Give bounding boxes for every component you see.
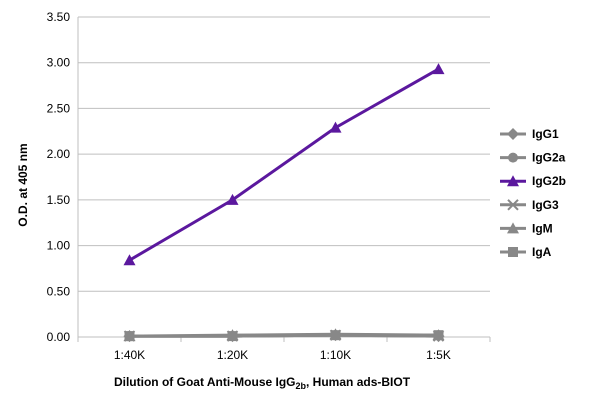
x-axis-title-main: Dilution of Goat Anti-Mouse IgG — [114, 375, 296, 389]
series-igg2b — [123, 63, 445, 266]
y-tick-label: 2.00 — [47, 147, 71, 161]
data-point-iga — [124, 331, 135, 342]
y-tick-label: 1.50 — [47, 193, 71, 207]
legend-label: IgG1 — [532, 127, 559, 141]
x-tick-label: 1:20K — [217, 348, 248, 362]
legend-marker — [507, 175, 519, 187]
x-tick-label: 1:40K — [114, 348, 145, 362]
legend-item-igg2a: IgG2a — [500, 151, 566, 165]
series-line-iga — [129, 333, 439, 338]
data-point-igg2b — [432, 63, 445, 75]
y-tick-label: 1.00 — [47, 239, 71, 253]
y-axis-title: O.D. at 405 nm — [16, 143, 30, 226]
legend-label: IgG2a — [532, 151, 566, 165]
x-tick-label: 1:10K — [320, 348, 351, 362]
x-axis: 1:40K 1:20K 1:10K 1:5K — [77, 336, 491, 362]
x-axis-title-end: , Human ads-BIOT — [306, 375, 411, 389]
data-point-igg2b — [123, 254, 136, 266]
y-tick-label: 2.50 — [47, 101, 71, 115]
x-axis-title-subscript: 2b — [296, 381, 307, 391]
legend-label: IgA — [532, 245, 552, 259]
series-group — [123, 63, 445, 343]
data-point-igg2b — [226, 193, 239, 205]
marker-stroke — [507, 199, 519, 211]
legend-marker — [507, 128, 519, 140]
legend-marker — [507, 199, 519, 211]
legend-label: IgG3 — [532, 198, 559, 212]
legend-marker — [507, 222, 519, 234]
y-tick-label: 0.50 — [47, 284, 71, 298]
y-tick-label: 0.00 — [47, 330, 71, 344]
legend: IgG1 IgG2a IgG2b IgG3 IgM IgA — [500, 127, 566, 259]
data-point-iga — [433, 330, 444, 341]
x-axis-title: Dilution of Goat Anti-Mouse IgG2b, Human… — [114, 375, 411, 391]
legend-label: IgM — [532, 221, 553, 235]
data-point-iga — [330, 330, 341, 341]
y-axis: 0.00 0.50 1.00 1.50 2.00 2.50 3.00 3.50 — [47, 10, 79, 344]
legend-label: IgG2b — [532, 174, 566, 188]
legend-marker — [508, 152, 518, 163]
legend-item-iga: IgA — [500, 245, 552, 259]
legend-item-igg1: IgG1 — [500, 127, 559, 141]
legend-item-igm: IgM — [500, 221, 553, 235]
data-point-igg2b — [329, 121, 342, 133]
y-tick-label: 3.00 — [47, 56, 71, 70]
data-point-iga — [227, 331, 238, 342]
y-tick-label: 3.50 — [47, 10, 71, 24]
legend-item-igg3: IgG3 — [500, 198, 559, 212]
series-iga — [124, 330, 444, 342]
x-tick-label: 1:5K — [426, 348, 451, 362]
legend-item-igg2b: IgG2b — [500, 174, 566, 188]
legend-marker — [508, 247, 518, 257]
series-line-igg2b — [128, 67, 440, 262]
gridlines — [78, 16, 490, 292]
